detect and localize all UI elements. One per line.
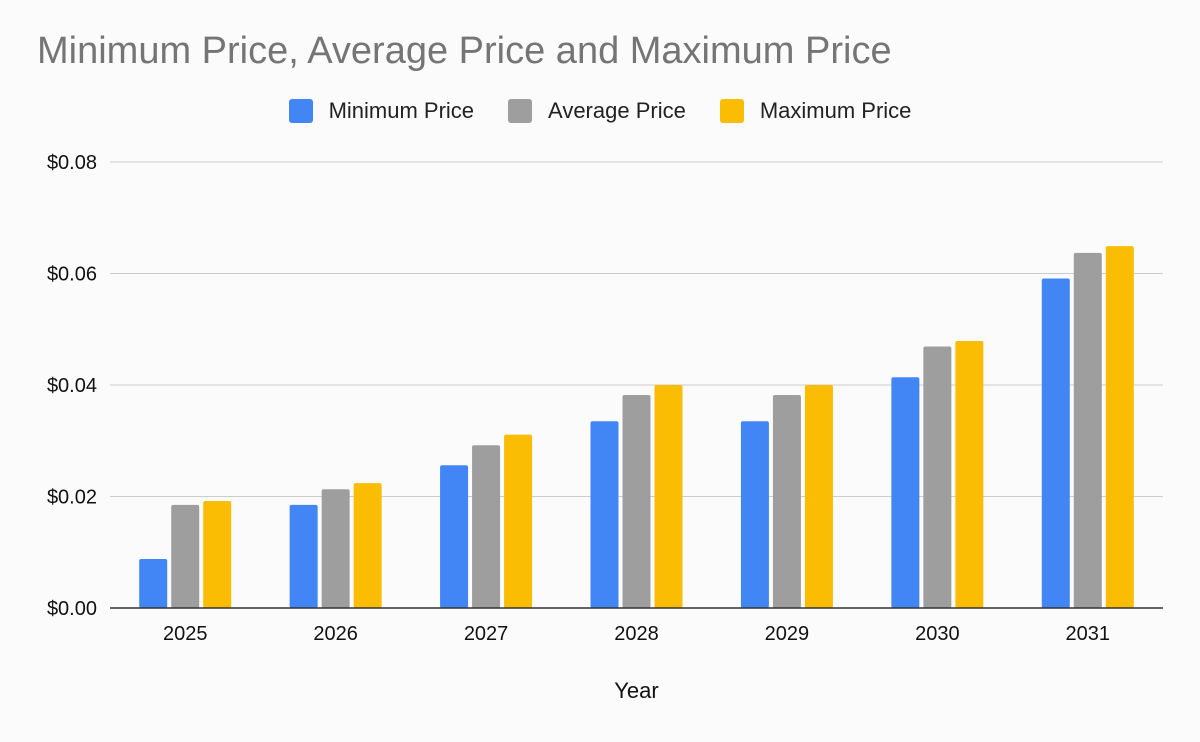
x-tick-label: 2025 [163,623,208,645]
x-tick-label: 2026 [313,623,358,645]
legend-label-maximum-price: Maximum Price [759,98,912,123]
legend-item-maximum-price[interactable]: Maximum Price [719,98,912,124]
legend-swatch-minimum-price [288,99,313,123]
legend-swatch-average-price [508,99,533,123]
bar-maximum-price-2030[interactable] [955,340,984,608]
chart-legend: Minimum Price Average Price Maximum Pric… [0,98,1200,124]
bar-maximum-price-2028[interactable] [654,385,683,608]
x-axis-ticks: 2025 2026 2027 2028 2029 2030 2031 [163,623,1110,645]
bars [139,246,1134,608]
bar-minimum-price-2027[interactable] [440,465,469,608]
bar-minimum-price-2028[interactable] [590,421,619,608]
legend-item-average-price[interactable]: Average Price [508,98,686,124]
bar-maximum-price-2026[interactable] [353,483,382,608]
y-tick-label: $0.08 [47,152,97,174]
y-tick-label: $0.00 [47,598,97,620]
bar-minimum-price-2029[interactable] [740,421,769,608]
bar-average-price-2027[interactable] [472,445,501,608]
x-tick-label: 2031 [1066,623,1111,645]
bar-minimum-price-2026[interactable] [289,504,318,608]
bar-average-price-2026[interactable] [321,489,350,608]
chart-title: Minimum Price, Average Price and Maximum… [37,30,892,72]
bar-average-price-2029[interactable] [772,395,801,608]
y-tick-label: $0.04 [47,375,97,397]
legend-item-minimum-price[interactable]: Minimum Price [288,98,475,124]
y-axis-ticks: $0.00 $0.02 $0.04 $0.06 $0.08 [47,152,97,620]
x-tick-label: 2027 [464,623,509,645]
bar-minimum-price-2030[interactable] [891,377,920,608]
bar-average-price-2030[interactable] [923,346,952,608]
legend-swatch-maximum-price [719,99,744,123]
y-tick-label: $0.02 [47,487,97,509]
bar-maximum-price-2029[interactable] [804,385,833,608]
x-tick-label: 2030 [915,623,960,645]
x-tick-label: 2028 [614,623,659,645]
bar-average-price-2031[interactable] [1073,252,1102,608]
x-tick-label: 2029 [765,623,810,645]
x-axis-label: Year [614,678,658,703]
bar-average-price-2028[interactable] [622,395,651,608]
legend-label-minimum-price: Minimum Price [328,98,475,123]
bar-minimum-price-2025[interactable] [139,558,168,608]
y-tick-label: $0.06 [47,264,97,286]
legend-label-average-price: Average Price [548,98,686,123]
bar-maximum-price-2031[interactable] [1105,246,1134,608]
bar-maximum-price-2025[interactable] [203,500,232,608]
bar-average-price-2025[interactable] [171,504,200,608]
bar-maximum-price-2027[interactable] [504,434,533,608]
bar-minimum-price-2031[interactable] [1041,278,1070,608]
